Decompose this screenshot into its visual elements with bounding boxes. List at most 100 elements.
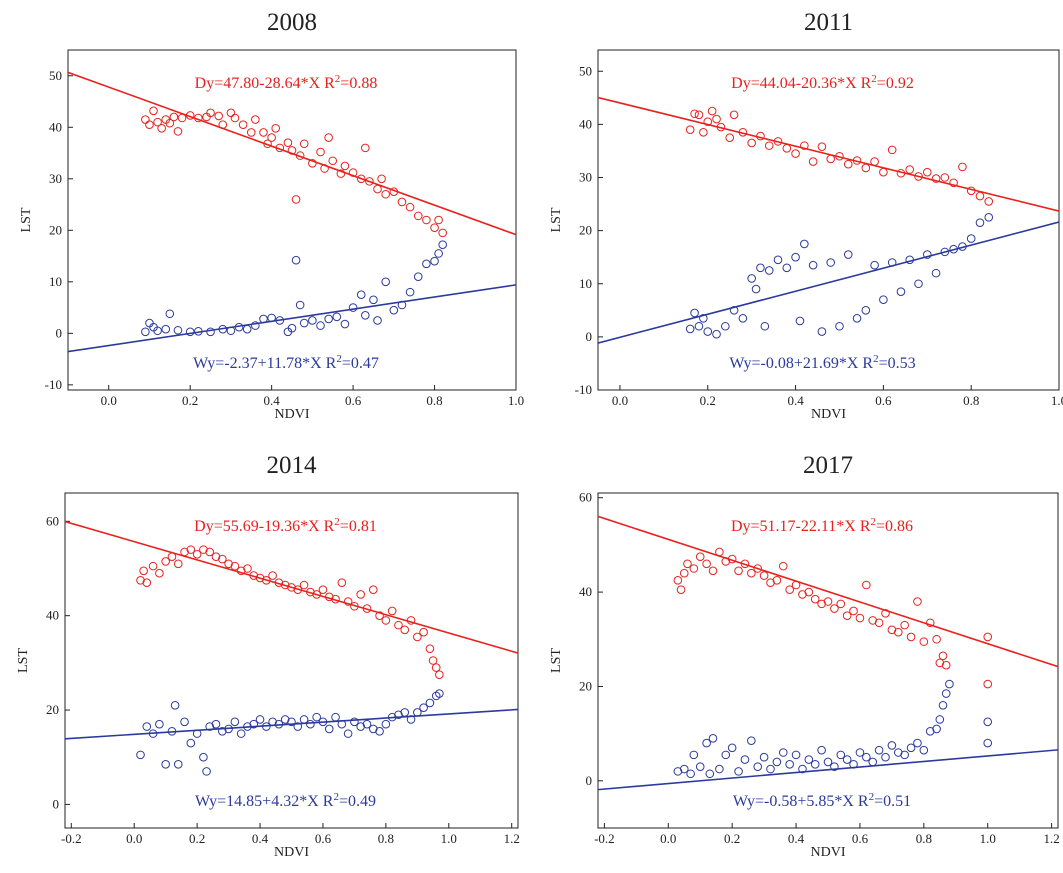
wet-point bbox=[381, 719, 391, 729]
wet-point bbox=[874, 745, 884, 755]
dry-point bbox=[881, 609, 890, 618]
wet-point bbox=[306, 719, 315, 729]
dry-point bbox=[255, 573, 265, 583]
dry-point bbox=[673, 575, 683, 585]
dry-point bbox=[983, 632, 993, 642]
wet-point bbox=[308, 316, 317, 325]
wet-point bbox=[242, 324, 252, 334]
dry-point bbox=[922, 167, 932, 177]
wet-point bbox=[868, 757, 878, 767]
y-tick-label: 20 bbox=[579, 223, 592, 238]
wet-point bbox=[293, 722, 303, 731]
wet-point bbox=[170, 701, 180, 710]
wet-point bbox=[394, 710, 403, 720]
wet-point bbox=[369, 295, 378, 305]
x-tick-label: 0.4 bbox=[252, 831, 269, 846]
y-tick-label: 60 bbox=[46, 513, 59, 528]
dry-point bbox=[377, 174, 386, 184]
dry-point bbox=[716, 122, 726, 132]
dry-point bbox=[271, 124, 281, 133]
y-tick-label: 10 bbox=[579, 276, 592, 291]
wet-point bbox=[148, 729, 158, 738]
wet-point bbox=[425, 698, 435, 708]
dry-point bbox=[740, 559, 750, 569]
dry-point bbox=[312, 590, 321, 599]
dry-point bbox=[280, 580, 290, 590]
dry-point bbox=[938, 651, 948, 661]
wet-point bbox=[855, 748, 865, 757]
x-tick-label: -0.2 bbox=[594, 831, 615, 846]
dry-point bbox=[186, 545, 196, 554]
wet-point bbox=[350, 717, 359, 727]
dry-point bbox=[365, 177, 374, 186]
wet-point bbox=[224, 724, 233, 734]
dry-point bbox=[753, 564, 763, 573]
chart-title: 2017 bbox=[803, 452, 853, 479]
dry-point bbox=[932, 634, 941, 644]
wet-point bbox=[849, 760, 858, 769]
dry-point bbox=[161, 557, 170, 566]
wet-point bbox=[764, 266, 774, 275]
x-tick-label: 0.2 bbox=[189, 831, 205, 846]
wet-point bbox=[356, 290, 366, 299]
dry-point bbox=[919, 637, 929, 646]
x-tick-label: 1.2 bbox=[1043, 831, 1059, 846]
dry-point bbox=[874, 618, 884, 628]
dry-point bbox=[826, 154, 835, 164]
dry-point bbox=[725, 133, 735, 142]
x-tick-label: 0.8 bbox=[378, 831, 394, 846]
dry-point bbox=[861, 163, 871, 173]
dry-point bbox=[708, 566, 718, 576]
y-tick-label: 40 bbox=[46, 608, 59, 623]
dry-point bbox=[153, 117, 162, 127]
wet-point bbox=[180, 717, 189, 727]
dry-point bbox=[306, 587, 315, 597]
y-tick-label: 50 bbox=[49, 68, 62, 83]
wet-point bbox=[434, 249, 443, 258]
wet-point bbox=[141, 327, 150, 337]
wet-point bbox=[870, 260, 879, 270]
dry-point bbox=[941, 660, 951, 670]
x-tick-label: -0.2 bbox=[61, 831, 82, 846]
dry-point bbox=[340, 161, 350, 171]
dry-point bbox=[430, 223, 439, 233]
wet-point bbox=[791, 252, 800, 262]
wet-point bbox=[295, 300, 305, 310]
wet-point bbox=[381, 277, 390, 287]
dry-point bbox=[263, 139, 272, 149]
wet-point bbox=[940, 247, 950, 257]
dry-point bbox=[343, 597, 353, 606]
wet-point bbox=[842, 755, 852, 764]
wet-point bbox=[199, 752, 208, 762]
dry-point bbox=[356, 174, 366, 184]
wet-point bbox=[422, 259, 431, 269]
wet-point bbox=[206, 327, 215, 337]
dry-point bbox=[879, 167, 888, 177]
wet-point bbox=[759, 752, 769, 762]
dry-point bbox=[983, 679, 993, 689]
dry-point bbox=[800, 141, 809, 150]
dry-point bbox=[165, 118, 175, 128]
wet-point bbox=[155, 719, 164, 729]
wet-point bbox=[941, 689, 951, 698]
dry-point bbox=[336, 169, 346, 178]
dry-point bbox=[870, 157, 879, 166]
wet-point bbox=[205, 722, 215, 731]
wet-point bbox=[268, 717, 277, 727]
wet-point bbox=[430, 256, 439, 266]
wet-point bbox=[331, 712, 340, 722]
dry-point bbox=[419, 627, 428, 637]
dry-point bbox=[975, 191, 985, 201]
wet-point bbox=[922, 250, 932, 259]
wet-edge-line bbox=[68, 284, 516, 353]
x-tick-label: 1.0 bbox=[441, 831, 457, 846]
wet-point bbox=[861, 306, 871, 315]
dry-point bbox=[275, 143, 285, 153]
wet-point bbox=[747, 274, 756, 283]
dry-point bbox=[804, 587, 814, 597]
dry-point bbox=[368, 585, 378, 595]
wet-point bbox=[362, 719, 372, 729]
wet-point bbox=[234, 322, 244, 332]
dry-point bbox=[940, 173, 950, 182]
wet-point bbox=[703, 327, 713, 336]
